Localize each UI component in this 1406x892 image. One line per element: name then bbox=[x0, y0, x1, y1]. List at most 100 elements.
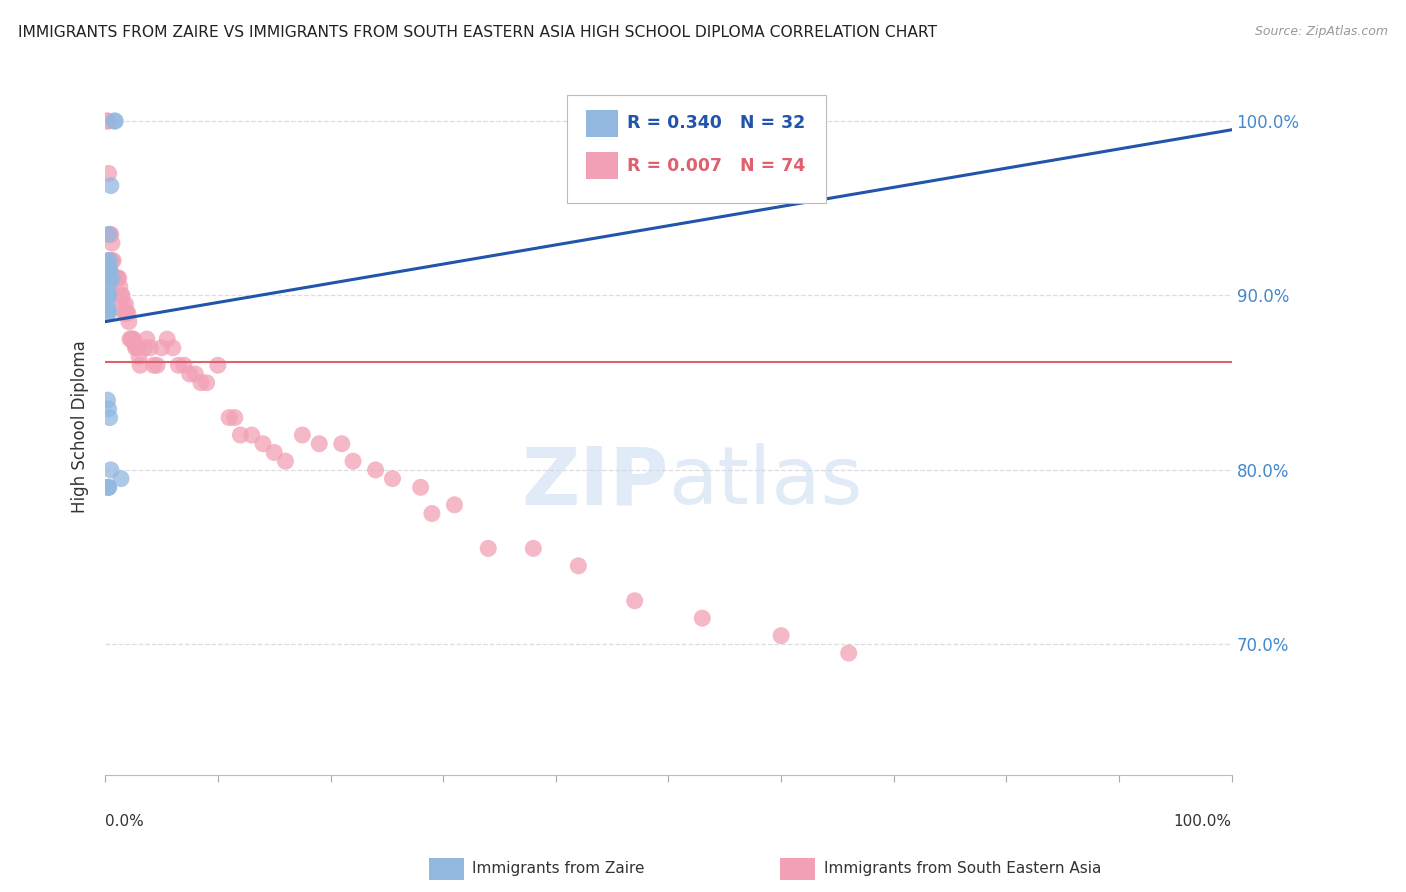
Point bbox=[770, 629, 793, 643]
Point bbox=[567, 558, 589, 573]
Point bbox=[522, 541, 544, 556]
Point bbox=[100, 253, 122, 268]
Point bbox=[97, 271, 120, 285]
Point bbox=[96, 288, 118, 302]
Text: 0.0%: 0.0% bbox=[105, 814, 143, 829]
Point bbox=[120, 332, 142, 346]
Point bbox=[98, 410, 121, 425]
Text: IMMIGRANTS FROM ZAIRE VS IMMIGRANTS FROM SOUTH EASTERN ASIA HIGH SCHOOL DIPLOMA : IMMIGRANTS FROM ZAIRE VS IMMIGRANTS FROM… bbox=[18, 25, 938, 40]
Point bbox=[162, 341, 184, 355]
Point bbox=[115, 306, 138, 320]
Text: Immigrants from Zaire: Immigrants from Zaire bbox=[472, 862, 645, 876]
Point bbox=[150, 341, 173, 355]
Text: R = 0.340   N = 32: R = 0.340 N = 32 bbox=[627, 114, 806, 133]
Point bbox=[207, 358, 229, 372]
Point bbox=[104, 271, 127, 285]
Point bbox=[190, 376, 212, 390]
Point bbox=[477, 541, 499, 556]
Point bbox=[118, 332, 141, 346]
Point bbox=[97, 401, 120, 416]
Point bbox=[838, 646, 860, 660]
Point bbox=[135, 332, 157, 346]
Point bbox=[98, 253, 121, 268]
Point bbox=[224, 410, 246, 425]
Point bbox=[97, 268, 120, 282]
Point bbox=[127, 341, 149, 355]
Text: R = 0.007   N = 74: R = 0.007 N = 74 bbox=[627, 157, 806, 175]
Point bbox=[107, 271, 129, 285]
Point bbox=[101, 253, 124, 268]
Point bbox=[97, 268, 120, 282]
Point bbox=[97, 227, 120, 242]
Point bbox=[105, 271, 128, 285]
Point bbox=[96, 306, 118, 320]
Point bbox=[263, 445, 285, 459]
Point bbox=[121, 332, 143, 346]
Point bbox=[184, 367, 207, 381]
Point bbox=[381, 472, 404, 486]
Point bbox=[100, 178, 122, 193]
Point bbox=[98, 275, 121, 289]
Point bbox=[364, 463, 387, 477]
Point bbox=[96, 480, 118, 494]
Text: Immigrants from South Eastern Asia: Immigrants from South Eastern Asia bbox=[824, 862, 1101, 876]
Point bbox=[139, 341, 162, 355]
Point bbox=[97, 306, 120, 320]
Point bbox=[274, 454, 297, 468]
Point bbox=[117, 306, 139, 320]
Point bbox=[104, 114, 127, 128]
Point bbox=[134, 341, 156, 355]
Point bbox=[97, 262, 120, 277]
Point bbox=[96, 393, 118, 408]
Point bbox=[100, 227, 122, 242]
Point bbox=[167, 358, 190, 372]
Point bbox=[97, 166, 120, 180]
Point bbox=[420, 507, 443, 521]
Point bbox=[623, 593, 645, 607]
Point bbox=[114, 297, 136, 311]
FancyBboxPatch shape bbox=[567, 95, 827, 203]
Point bbox=[97, 253, 120, 268]
Point bbox=[112, 297, 135, 311]
Point bbox=[409, 480, 432, 494]
Point bbox=[97, 253, 120, 268]
Point bbox=[110, 472, 132, 486]
Point bbox=[291, 428, 314, 442]
Text: 100.0%: 100.0% bbox=[1174, 814, 1232, 829]
Point bbox=[103, 114, 125, 128]
Point bbox=[108, 279, 131, 293]
Point bbox=[96, 114, 118, 128]
Point bbox=[100, 463, 122, 477]
Point bbox=[330, 436, 353, 450]
Point bbox=[98, 227, 121, 242]
Point bbox=[690, 611, 713, 625]
Point bbox=[96, 114, 118, 128]
Point bbox=[96, 288, 118, 302]
Point bbox=[110, 288, 132, 302]
Point bbox=[124, 341, 146, 355]
Point bbox=[101, 253, 124, 268]
Point bbox=[98, 264, 121, 278]
Text: Source: ZipAtlas.com: Source: ZipAtlas.com bbox=[1254, 25, 1388, 38]
Point bbox=[97, 279, 120, 293]
Point bbox=[218, 410, 240, 425]
Point bbox=[112, 306, 135, 320]
Point bbox=[124, 337, 146, 351]
Point bbox=[146, 358, 169, 372]
Point bbox=[342, 454, 364, 468]
Point bbox=[128, 350, 150, 364]
Point bbox=[122, 332, 145, 346]
Point bbox=[443, 498, 465, 512]
Point bbox=[97, 302, 120, 317]
Text: atlas: atlas bbox=[668, 443, 863, 521]
Point bbox=[96, 297, 118, 311]
Point bbox=[103, 271, 125, 285]
Point bbox=[308, 436, 330, 450]
Point bbox=[118, 315, 141, 329]
Point bbox=[179, 367, 201, 381]
Point bbox=[97, 480, 120, 494]
Point bbox=[97, 480, 120, 494]
Y-axis label: High School Diploma: High School Diploma bbox=[72, 340, 89, 513]
Point bbox=[173, 358, 195, 372]
Text: ZIP: ZIP bbox=[522, 443, 668, 521]
